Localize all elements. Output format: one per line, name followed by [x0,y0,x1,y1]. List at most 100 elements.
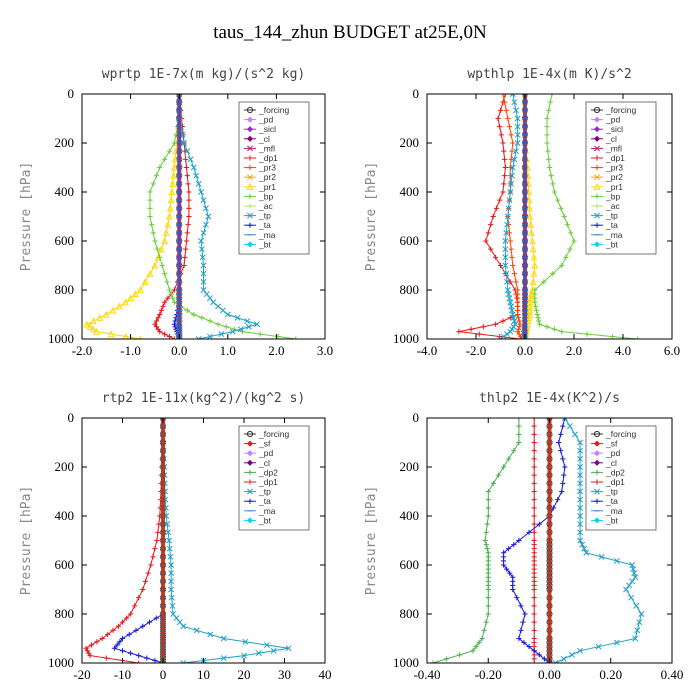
series_tp-marker [200,262,207,269]
series_pr1-marker [96,314,104,321]
series_tp-marker [577,647,584,654]
series_dp1-marker [488,246,494,252]
series_tp-marker [207,333,213,339]
series_pr3-marker [500,94,506,97]
series_tp-marker [241,652,247,659]
series_dp1-marker [150,554,156,560]
series_tp-marker [561,418,568,421]
series_pr3-marker [506,124,513,130]
series_dp2-marker [485,595,491,601]
y-tick-label: 400 [55,508,75,523]
series_ta-marker [536,521,542,527]
series_tp-marker [229,328,236,335]
series_tp-marker [629,578,636,585]
series_ta-marker [558,448,564,454]
legend-swatch-marker [246,459,254,466]
panel-title: wprtp 1E-7x(m kg)/(s^2 kg) [102,67,306,82]
x-tick-label: 2.0 [566,343,582,358]
series_tp-marker [595,643,602,650]
series_tp-marker [263,642,270,648]
series_dp1-marker [493,321,499,327]
series_tp-marker [577,447,584,454]
legend-label: _cl [258,458,270,468]
series_dp1-marker [171,336,177,339]
series_bp-marker [563,254,569,260]
series_dp2-marker [506,456,512,462]
series_dp2-marker [443,656,449,662]
series_bp-marker [537,321,543,327]
series_ta-marker [133,627,139,633]
series_pr1-marker [151,261,159,269]
series_tp-marker [503,270,510,277]
legend-swatch-marker [247,145,253,152]
series_dp1-marker [531,418,537,421]
legend-label: _tp [605,487,618,497]
panels-group: wprtp 1E-7x(m kg)/(s^2 kg) -2.0 -1.0 0.0 1.0… [19,67,683,682]
series_tp-marker [200,278,207,285]
series_tp-marker [503,229,510,236]
series_ta-marker [511,541,517,548]
series_bp-marker [544,324,550,330]
legend-label: _forcing [258,105,290,115]
series_pr3-marker [510,140,516,146]
legend-swatch-marker [247,193,253,199]
series_dp1-marker [186,189,192,195]
legend-swatch-marker [246,450,254,457]
series_tp-marker [255,650,262,657]
series-line_tp [500,94,519,339]
series_bp-marker [162,156,168,162]
series_tp-marker [193,627,200,634]
series_tp-marker [511,156,518,163]
series_tp-marker [577,537,584,544]
legend: _forcing_sf_pd_cl_dp2_dp1_tp_ta_ma_bt [238,425,310,531]
series_ta-marker [518,603,524,609]
series_tp-marker [219,307,226,314]
series_tp-marker [205,213,212,220]
series_pr3-marker [509,148,515,154]
series_dp1-marker [160,303,166,309]
series_ta-marker [152,657,158,663]
series_ta-marker [562,464,568,470]
x-tick-label: 0.00 [538,667,561,682]
series_tp-marker [187,156,194,163]
series_ta-marker [507,570,513,576]
panel-title: rtp2 1E-11x(kg^2)/(kg^2 s) [102,391,306,406]
series_ta-marker [526,644,532,650]
series_pr1-marker [166,204,174,212]
series_bp-marker [546,156,552,162]
series_dp1-marker [531,627,537,633]
series_dp1-marker [531,497,537,503]
legend-label: _bt [605,515,618,525]
legend-swatch-marker [593,517,601,524]
y-tick-label: 800 [400,282,420,297]
series_bp-marker [162,271,168,277]
series_dp1-marker [531,586,537,593]
series_bp-marker [199,315,205,321]
legend-swatch-marker [593,135,601,142]
series_ta-marker [520,619,526,625]
series_dp1-marker [531,448,537,454]
legend-swatch-marker [247,174,253,181]
series_bp-marker [544,140,550,146]
series_dp1-marker [498,132,504,138]
x-tick-label: -0.40 [413,667,440,682]
x-tick-label: 0.0 [171,343,187,358]
legend-swatch-marker [594,145,600,152]
y-tick-label: 0 [68,410,75,425]
series_bp-marker [154,246,160,252]
series_dp1-marker [99,635,105,642]
y-tick-label: 600 [55,557,75,572]
y-tick-label: 600 [55,233,75,248]
x-tick-label: 20 [238,667,251,682]
series_tp-marker [560,655,567,662]
series_bp-marker [544,115,550,122]
legend-label: _ta [258,220,271,230]
series_dp1-marker [171,287,177,293]
series_ta-marker [561,472,567,478]
series_dp1-marker [456,329,462,335]
series_bp-marker [545,148,551,154]
legend-label: _dp2 [258,467,278,477]
series_bp-marker [547,99,553,105]
series_pr1-marker [168,188,176,196]
series_bp-marker [184,307,190,314]
